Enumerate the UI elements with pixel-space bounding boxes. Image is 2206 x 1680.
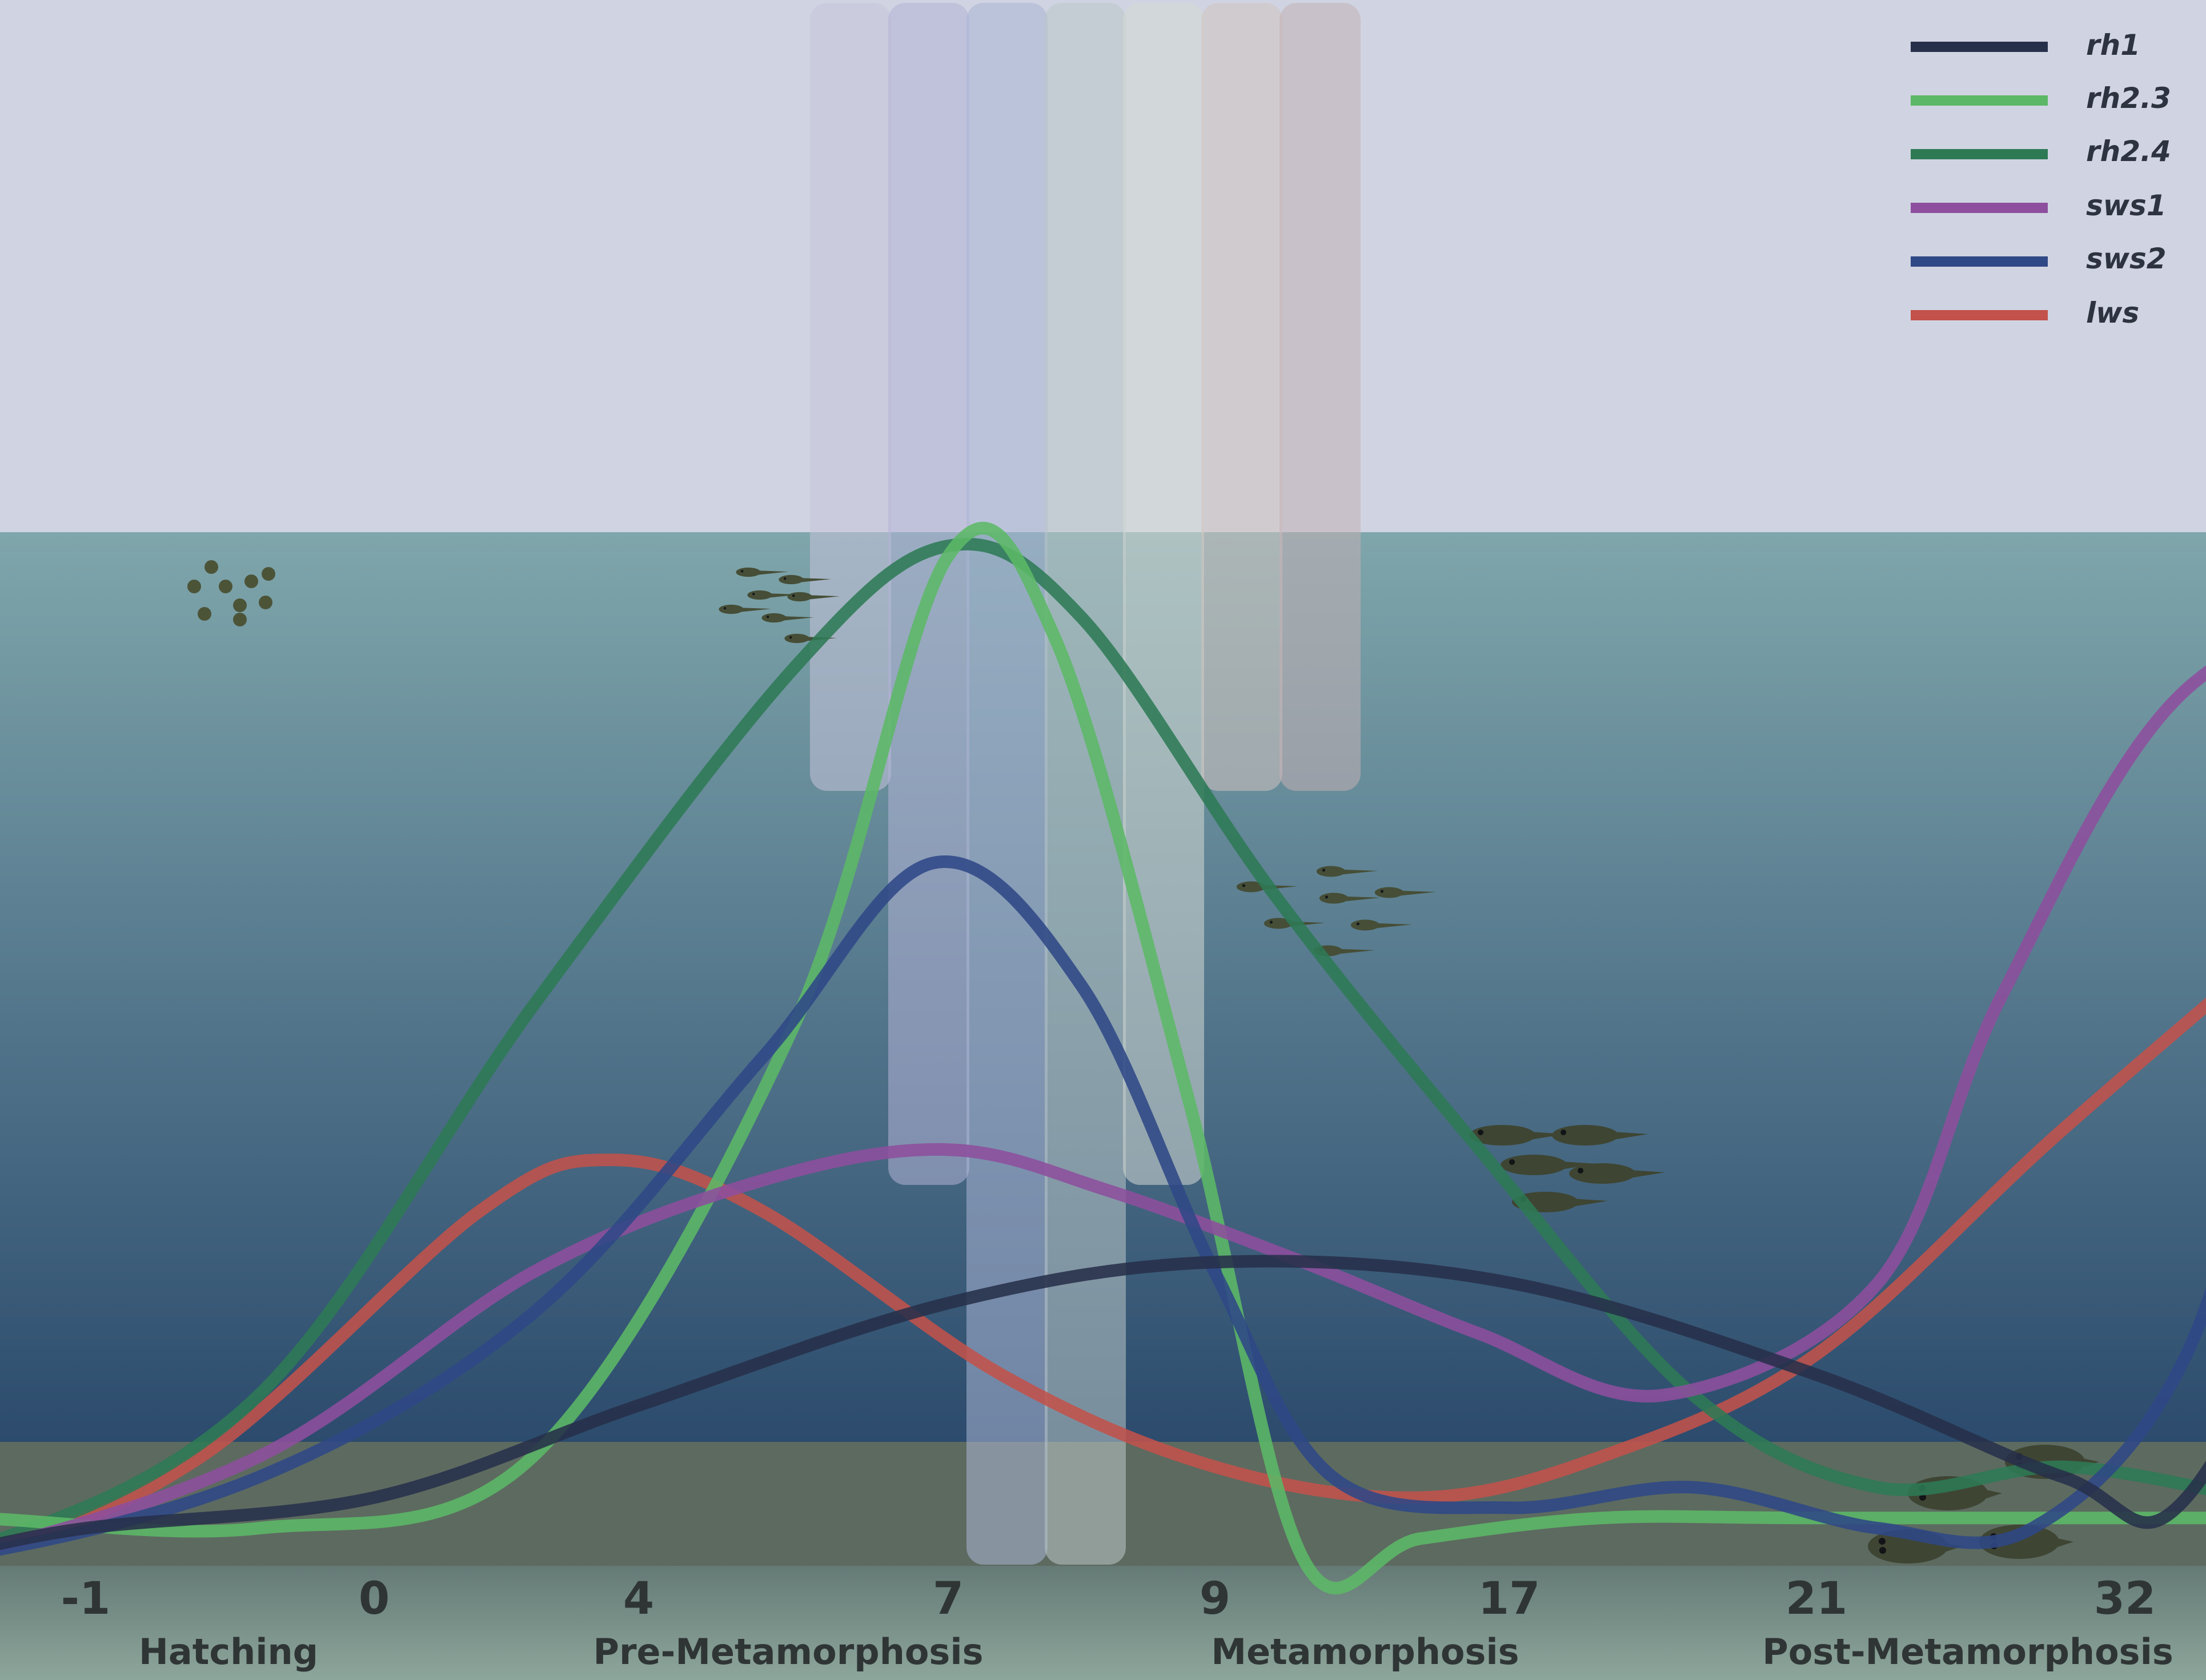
x-tick-label: 7 (933, 1573, 964, 1625)
series-line-lws (0, 998, 2206, 1550)
legend: rh1 rh2.3 rh2.4 sws1 sws2 lws (1911, 29, 2171, 329)
axis-band (0, 1566, 2206, 1680)
x-tick-label: 4 (623, 1573, 654, 1625)
x-tick-label: -1 (61, 1573, 111, 1625)
stage-label-hatching: Hatching (139, 1631, 318, 1673)
spectrum-band (1123, 3, 1204, 1185)
legend-label-sws1: sws1 (2086, 189, 2167, 222)
x-tick-label: 0 (359, 1573, 390, 1625)
x-axis-ticks: -1 0 4 7 9 17 21 32 (61, 1573, 2156, 1625)
series-line-sws2 (0, 855, 2206, 1556)
series-line-sws1 (0, 665, 2206, 1553)
x-tick-label: 17 (1478, 1573, 1541, 1625)
spectrum-band (966, 3, 1048, 1565)
stage-label-metamorphosis: Metamorphosis (1211, 1631, 1519, 1673)
stage-label-pre-metamorphosis: Pre-Metamorphosis (593, 1631, 984, 1673)
x-tick-label: 9 (1200, 1573, 1230, 1625)
legend-label-sws2: sws2 (2086, 242, 2167, 275)
legend-label-rh1: rh1 (2086, 29, 2140, 62)
spectrum-band (1045, 3, 1126, 1565)
stage-label-post-metamorphosis: Post-Metamorphosis (1762, 1631, 2173, 1673)
developmental-stage-icons (187, 560, 2099, 1564)
series-lines (0, 521, 2206, 1595)
spectrum-band (1201, 3, 1282, 791)
legend-label-rh2-4: rh2.4 (2086, 135, 2171, 168)
x-tick-label: 21 (1786, 1573, 1848, 1625)
egg-cluster-icon (187, 560, 275, 626)
stage-labels: Hatching Pre-Metamorphosis Metamorphosis… (139, 1631, 2173, 1673)
spectrum-band (1280, 3, 1361, 791)
x-tick-label: 32 (2094, 1573, 2156, 1625)
series-line-rh2-4 (0, 537, 2206, 1546)
series-line-rh2-3 (0, 521, 2206, 1595)
legend-label-rh2-3: rh2.3 (2086, 82, 2171, 115)
spectrum-band (810, 3, 891, 791)
legend-label-lws: lws (2086, 296, 2139, 329)
series-line-rh1 (0, 1255, 2206, 1550)
